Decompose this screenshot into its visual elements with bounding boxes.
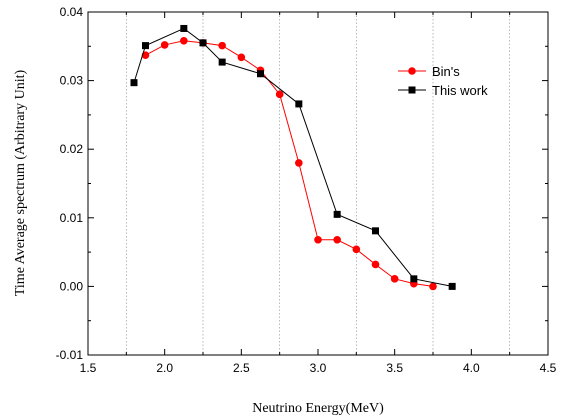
plot-frame [87,11,549,356]
x-tick-label: 1.5 [80,361,97,375]
data-point [410,275,418,283]
data-point [352,245,361,254]
data-point [275,90,284,99]
x-tick-label: 4.5 [540,361,557,375]
x-tick-label: 3.5 [386,361,403,375]
y-tick-label: 0.04 [60,5,84,19]
series-layer [130,24,456,291]
data-point [160,41,169,49]
legend-label: This work [432,83,488,98]
data-point [372,227,379,235]
y-tick-label: 0.03 [60,74,84,88]
x-tick-label: 3.0 [310,361,327,375]
data-point [390,275,399,283]
data-point [429,282,437,291]
legend: Bin's This work [398,64,488,98]
x-tick-label: 2.0 [156,361,173,375]
series-2 [130,24,456,290]
data-point [314,235,322,244]
data-point [130,79,138,87]
y-tick-label: 0.01 [60,211,84,225]
data-point [333,235,341,244]
axis-ticks: 1.5 2.0 2.5 3.0 3.5 4.0 4.5 -0.01 0.00 0.01 0.02 0.… [56,5,557,375]
data-point [199,39,207,47]
data-point [295,159,303,167]
x-tick-label: 4.0 [463,361,480,375]
y-axis-title: Time Average spectrum (Arbitrary Unit) [13,70,28,297]
data-point [180,24,188,32]
data-point [295,100,303,108]
legend-marker [408,67,416,75]
data-point [371,260,380,269]
data-point [257,70,264,78]
data-point [448,282,456,290]
legend-marker [408,86,416,94]
legend-item: This work [398,83,488,98]
y-tick-label: 0.00 [60,279,84,293]
data-point [180,37,188,45]
y-tick-label: 0.02 [60,142,84,156]
data-point [237,53,246,62]
y-tick-label: -0.01 [56,348,84,362]
legend-label: Bin's [432,64,460,79]
x-tick-label: 2.5 [233,361,250,375]
data-point [218,41,226,50]
data-point [218,58,226,66]
x-axis-title: Neutrino Energy(MeV) [252,401,384,416]
series-line [133,27,453,287]
legend-item: Bin's [398,64,460,79]
data-point [333,210,341,218]
grid-lines [125,12,511,355]
data-point [142,42,149,50]
series-line [145,40,434,287]
